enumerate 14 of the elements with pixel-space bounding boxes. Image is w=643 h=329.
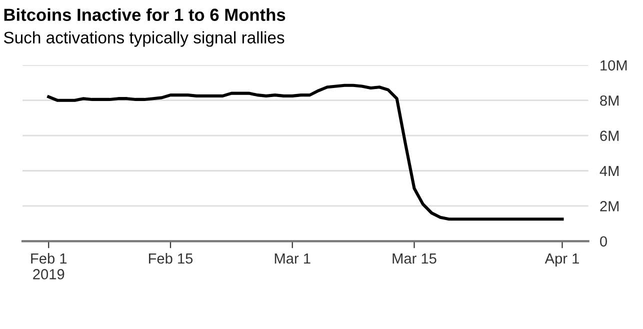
x-tick-label: Feb 15: [148, 252, 193, 264]
chart-subtitle: Such activations typically signal rallies: [4, 31, 284, 47]
line-series: [47, 84, 564, 221]
x-tick-label: Apr 1: [544, 254, 579, 267]
y-tick-label: 6M: [600, 130, 619, 141]
x-tick-label: Feb 1 2019: [31, 252, 67, 280]
x-tick-label: Mar 15: [392, 254, 436, 264]
y-tick-label: 2M: [600, 201, 619, 212]
y-tick-label: 8M: [600, 95, 619, 106]
chart-title: Bitcoins Inactive for 1 to 6 Months: [4, 8, 286, 21]
y-tick-label: 0: [600, 236, 607, 247]
y-tick-label: 4M: [600, 166, 619, 176]
y-tick-label: 10M: [600, 60, 627, 71]
x-tick-label: Mar 1: [274, 254, 310, 264]
